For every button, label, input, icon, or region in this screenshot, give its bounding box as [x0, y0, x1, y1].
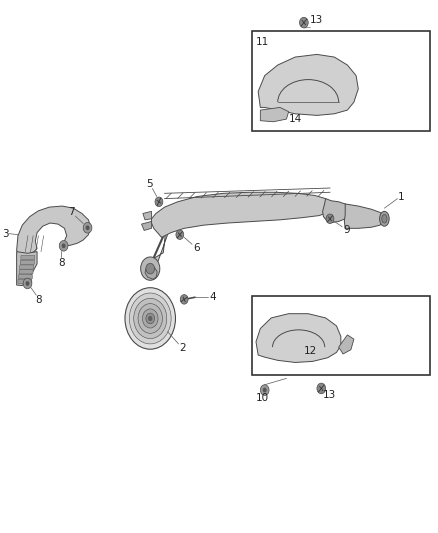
Bar — [252, 296, 430, 375]
FancyBboxPatch shape — [20, 260, 34, 264]
Polygon shape — [339, 335, 354, 354]
Polygon shape — [145, 266, 157, 279]
Circle shape — [23, 278, 32, 289]
Text: 2: 2 — [180, 343, 186, 353]
Circle shape — [317, 383, 325, 394]
Circle shape — [129, 293, 171, 344]
Text: 8: 8 — [58, 258, 65, 268]
Ellipse shape — [380, 212, 389, 226]
Circle shape — [25, 281, 29, 286]
FancyBboxPatch shape — [21, 255, 35, 260]
Polygon shape — [17, 252, 37, 286]
Text: 4: 4 — [209, 292, 216, 302]
Polygon shape — [17, 206, 91, 255]
Text: 7: 7 — [68, 207, 74, 217]
Circle shape — [83, 222, 92, 233]
Circle shape — [125, 288, 176, 349]
Polygon shape — [143, 212, 152, 220]
Circle shape — [146, 263, 155, 274]
FancyBboxPatch shape — [18, 274, 32, 279]
Text: 13: 13 — [309, 15, 323, 25]
Circle shape — [148, 316, 152, 321]
Text: 11: 11 — [256, 37, 269, 47]
Text: 6: 6 — [193, 243, 200, 253]
Text: 3: 3 — [3, 229, 9, 239]
Polygon shape — [141, 221, 152, 230]
Polygon shape — [344, 204, 385, 228]
Polygon shape — [260, 108, 289, 122]
Circle shape — [62, 244, 66, 248]
Text: 9: 9 — [343, 225, 350, 236]
Circle shape — [180, 295, 188, 304]
Text: 8: 8 — [35, 295, 42, 305]
Circle shape — [263, 387, 267, 392]
Polygon shape — [256, 314, 341, 362]
Polygon shape — [258, 54, 358, 115]
Ellipse shape — [382, 215, 387, 223]
Circle shape — [141, 257, 160, 280]
Bar — [252, 30, 430, 131]
Text: 1: 1 — [398, 191, 404, 201]
Polygon shape — [147, 212, 176, 268]
Circle shape — [59, 240, 68, 251]
Circle shape — [300, 17, 308, 28]
Text: 14: 14 — [289, 114, 302, 124]
Text: 13: 13 — [322, 390, 336, 400]
Text: 5: 5 — [146, 179, 153, 189]
Circle shape — [142, 309, 158, 328]
Circle shape — [176, 230, 184, 239]
Text: 10: 10 — [256, 393, 269, 403]
FancyBboxPatch shape — [19, 270, 33, 274]
Circle shape — [326, 214, 334, 223]
Polygon shape — [322, 199, 350, 222]
FancyBboxPatch shape — [18, 279, 32, 284]
Circle shape — [138, 304, 162, 333]
Polygon shape — [152, 192, 331, 237]
Circle shape — [155, 197, 163, 207]
Circle shape — [85, 225, 89, 230]
Circle shape — [260, 385, 269, 395]
Circle shape — [134, 298, 167, 338]
Text: 12: 12 — [304, 346, 317, 357]
FancyBboxPatch shape — [20, 265, 34, 269]
Circle shape — [146, 313, 155, 324]
